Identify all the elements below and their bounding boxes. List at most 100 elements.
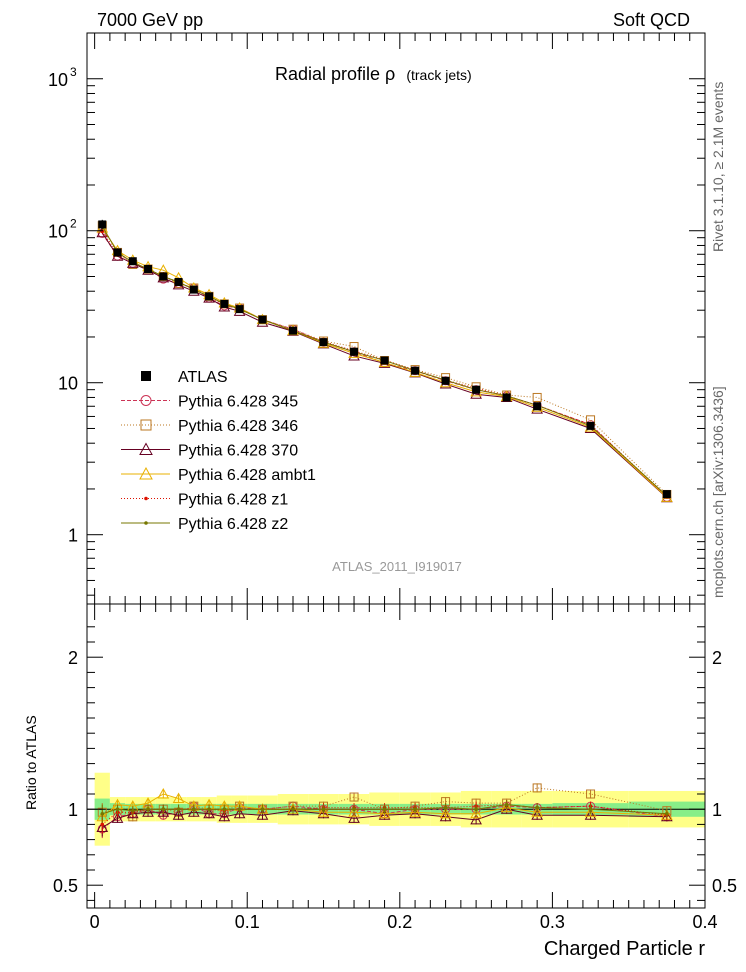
ratio-series-point [291,807,295,811]
data-point [586,421,595,430]
ratio-y-tick-label: 0.5 [53,876,78,896]
ratio-series-point [531,806,543,817]
data-point [350,347,359,356]
main-y-tick-label: 10 [48,222,68,242]
legend-marker [141,371,151,381]
main-y-tick-exponent: 2 [70,217,77,231]
data-point [662,490,671,499]
chart-title-main: Radial profile ρ [275,64,395,84]
ratio-y-tick-label-right: 2 [712,648,722,668]
ratio-series-line [102,804,667,815]
data-point [502,393,511,402]
ratio-series-point [237,807,242,811]
x-tick-label: 0.1 [235,912,260,932]
ratio-y-tick-label-right: 0.5 [712,876,737,896]
chart-title: Radial profile ρ (track jets) [275,64,472,84]
data-point [258,315,267,324]
ratio-series-point [146,807,150,811]
data-point [411,366,420,375]
rivet-label: Rivet 3.1.10, ≥ 2.1M events [710,82,726,252]
ratio-series-point [378,807,391,819]
ratio-series-point [142,806,154,817]
ratio-series-point [130,808,135,813]
ratio-series-point [111,812,124,823]
legend-label: Pythia 6.428 346 [178,418,298,435]
ratio-series-point [500,801,513,813]
ratio-series-point [409,806,421,817]
ratio-series-point [287,804,299,816]
ratio-series-point [321,807,326,811]
main-series-line [101,232,668,499]
ratio-series-point [532,783,542,793]
x-tick-label: 0.4 [692,912,717,932]
mcplots-label: mcplots.cern.ch [arXiv:1306.3436] [710,386,726,598]
main-series-point [532,392,542,402]
legend-marker [139,466,153,480]
data-point [144,265,153,274]
data-point [159,272,168,281]
data-point [441,376,450,385]
data-point [533,402,542,411]
ratio-series-point [126,807,139,819]
ratio-series-point [348,812,360,823]
ratio-series-point [317,807,330,819]
ratio-series-point [584,809,597,820]
ratio-series-point [349,792,359,802]
ratio-series-point [348,806,360,817]
legend-marker [144,496,148,501]
ratio-series-point [161,807,166,811]
ratio-series-point [187,806,200,817]
ratio-series-point [531,809,543,820]
ratio-series-point [100,822,105,827]
ratio-series-point [409,807,421,819]
legend-label: ATLAS [178,369,228,386]
data-point [189,285,198,294]
legend: ATLAS Pythia 6.428 345 Pythia 6.428 346 Pyt… [121,369,316,533]
ratio-series-point [661,810,673,822]
ratio-series-point [172,792,185,804]
ratio-series-point [584,806,597,817]
ratio-series-point [203,807,215,819]
analysis-watermark: ATLAS_2011_I919017 [332,559,462,574]
header-right: Soft QCD [613,10,690,30]
data-point [220,299,229,308]
x-tick-label: 0 [90,912,100,932]
ratio-series-point [588,807,593,811]
data-point [174,277,183,286]
ratio-y-tick-label-right: 1 [712,800,722,820]
legend-marker [140,419,152,431]
main-series-point [100,229,105,234]
ratio-series-point [413,807,417,811]
ratio-y-tick-label: 1 [68,800,78,820]
ratio-series-point [157,787,170,799]
header-left: 7000 GeV pp [97,10,203,30]
ratio-series-point [218,810,231,822]
legend-marker [144,521,148,525]
xlabel: Charged Particle r [544,938,706,960]
data-point [128,257,137,266]
ratio-series-point [100,811,105,816]
data-point [205,292,214,301]
ratio-series-point [382,807,387,811]
data-point [113,248,122,257]
data-point [289,326,297,335]
ratio-series-line [101,805,667,830]
legend-label: Pythia 6.428 z1 [178,492,288,509]
ratio-series-point [439,807,452,819]
x-tick-label: 0.3 [540,912,565,932]
legend-label: Pythia 6.428 ambt1 [178,467,316,484]
ratio-series-point [233,807,246,819]
ratio-series-point [470,813,482,825]
ratio-series-point [665,811,669,816]
data-point [98,220,107,229]
ratio-plot-frame [86,603,706,909]
legend-label: Pythia 6.428 370 [178,443,298,460]
legend-label: Pythia 6.428 345 [178,394,298,411]
ratio-series-point [260,807,265,811]
series-layer [96,219,673,839]
ratio-series-line [102,808,667,828]
ratio-series-point [586,789,596,799]
x-tick-label: 0.2 [387,912,412,932]
ratio-series-point [115,807,120,811]
